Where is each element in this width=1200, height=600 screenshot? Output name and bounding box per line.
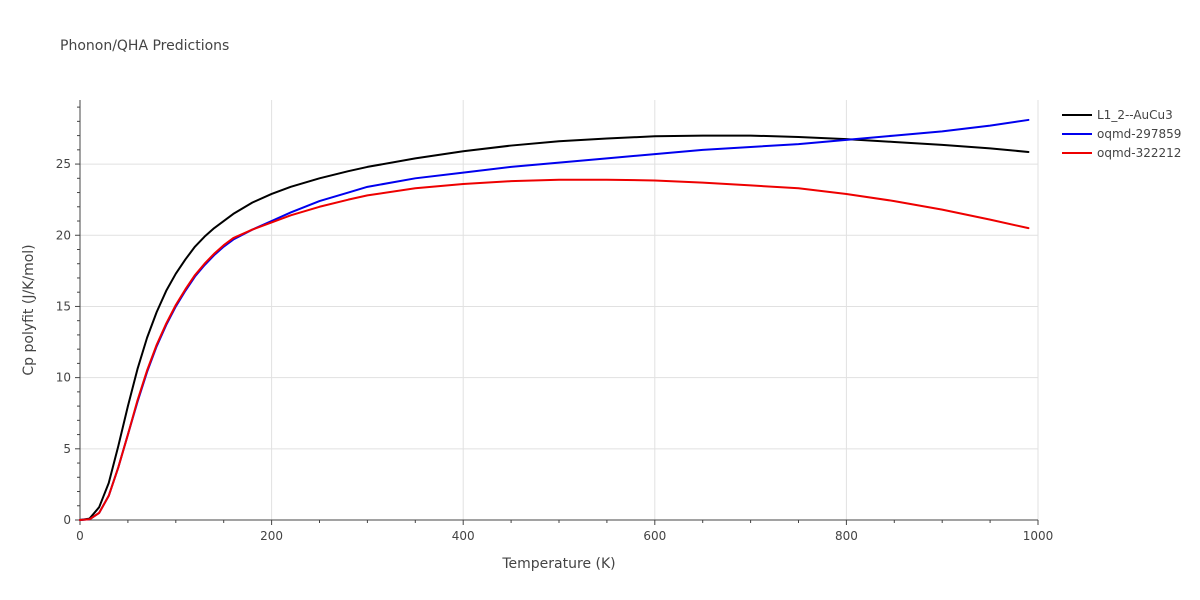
- y-axis-title: Cp polyfit (J/K/mol): [21, 244, 37, 375]
- lines-layer: [79, 118, 1030, 521]
- legend-item: oqmd-322212: [1062, 146, 1181, 160]
- legend-item: oqmd-297859: [1062, 127, 1181, 141]
- legend-label: oqmd-297859: [1097, 127, 1181, 141]
- y-tick-label: 20: [56, 228, 71, 242]
- y-tick-label: 0: [63, 513, 71, 527]
- legend-item: L1_2--AuCu3: [1062, 108, 1173, 122]
- y-tick-label: 15: [56, 299, 71, 313]
- series-line-1: [79, 134, 1030, 521]
- x-tick-label: 400: [452, 529, 475, 543]
- x-axis-title: Temperature (K): [501, 556, 615, 572]
- x-tick-label: 1000: [1023, 529, 1054, 543]
- x-tick-label: 600: [643, 529, 666, 543]
- x-tick-label: 800: [835, 529, 858, 543]
- series-line-3: [79, 178, 1030, 521]
- y-tick-label: 25: [56, 157, 71, 171]
- legend: L1_2--AuCu3 oqmd-297859 oqmd-322212: [1062, 108, 1181, 160]
- axes-layer: [75, 100, 1039, 525]
- x-tick-label: 0: [76, 529, 84, 543]
- y-tick-label: 5: [63, 442, 71, 456]
- chart-title: Phonon/QHA Predictions: [60, 38, 229, 54]
- ticks-layer: 0 200 400 600 800 1000 0 5 10 15 20 25: [56, 157, 1054, 543]
- legend-label: oqmd-322212: [1097, 146, 1181, 160]
- grid-layer: [80, 100, 1039, 520]
- x-tick-label: 200: [260, 529, 283, 543]
- legend-label: L1_2--AuCu3: [1097, 108, 1173, 122]
- y-tick-label: 10: [56, 371, 71, 385]
